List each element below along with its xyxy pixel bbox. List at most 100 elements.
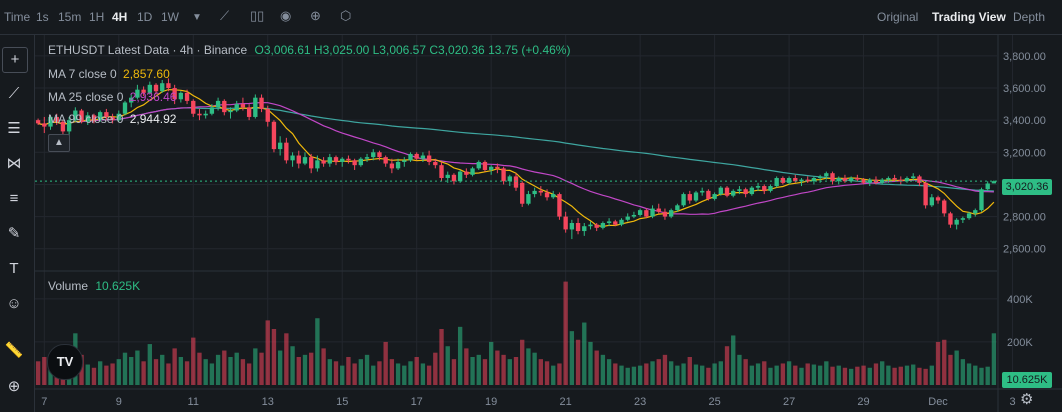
indicator-chart-icon[interactable]: ⟋ [220,8,230,23]
candle-body [346,158,351,161]
candle-body [662,211,668,217]
candle-body [755,186,761,188]
volume-bar [731,335,736,385]
candle-body [594,224,599,228]
trendline-icon[interactable]: ⟋ [8,85,20,102]
candle-body [786,178,792,183]
volume-bar [979,367,984,385]
candle-body [135,89,140,98]
candle-body [569,223,575,230]
candle-body [116,113,121,121]
ma25-line [37,101,994,215]
add-indicator-icon[interactable]: ⊕ [310,8,321,23]
settings-hex-icon[interactable]: ⬡ [340,8,352,23]
volume-bar [395,363,401,385]
candle-body [973,210,978,214]
time-tick-label: 9 [116,396,122,408]
emoji-icon[interactable]: ☺ [6,295,22,312]
candle-body [911,176,916,179]
interval-15m[interactable]: 15m [58,10,82,24]
volume-bar [904,365,910,385]
volume-bar [588,341,593,385]
candle-body [582,226,587,232]
time-tick-label: 13 [262,396,274,408]
volume-bar [668,361,674,385]
volume-bar [594,350,599,385]
interval-dropdown-icon[interactable]: ▼ [192,12,202,23]
candle-body [85,115,90,122]
candle-body [600,223,606,228]
volume-bar [929,365,935,385]
time-tick-label: 23 [634,396,646,408]
volume-bar [563,281,568,385]
candle-body [383,157,388,164]
candle-body [296,155,301,164]
gear-icon[interactable]: ⚙ [1020,391,1034,408]
volume-bar [507,359,512,385]
candle-body [265,108,270,122]
volume-bar [985,366,990,385]
interval-1h[interactable]: 1H [89,10,105,24]
candle-body [48,116,53,127]
volume-bar [569,331,575,385]
volume-bar [551,365,556,385]
crosshair-icon[interactable]: + [2,47,28,73]
candle-body [60,121,66,132]
time-tick-label: 25 [708,396,720,408]
volume-bar [451,359,457,385]
volume-bar [271,329,277,385]
fib-icon[interactable]: ≡ [9,190,19,207]
volume-bar [439,329,444,385]
candle-body [991,181,997,184]
candle-body [402,160,407,162]
volume-bar [811,364,817,385]
volume-bar [780,363,786,385]
candle-body [811,178,817,182]
price-tick-label: 2,600.00 [1003,244,1046,256]
interval-1w[interactable]: 1W [161,10,179,24]
view-depth[interactable]: Depth [1013,10,1046,24]
candle-body [476,161,481,169]
collapse-legend-button[interactable]: ▲ [48,134,70,152]
volume-bar [762,361,767,385]
volume-bar [191,337,196,385]
volume-bar [315,318,320,385]
candle-body [184,92,190,101]
volume-bar [240,359,246,385]
volume-bar [371,365,376,385]
interval-1d[interactable]: 1D [137,10,153,24]
candle-type-icon[interactable]: ▯▯ [250,8,265,23]
interval-4h[interactable]: 4H [112,10,128,24]
volume-bar [817,365,823,385]
volume-bar [520,339,525,385]
volume-bar [650,361,655,385]
zoom-in-icon[interactable]: ⊕ [7,378,21,395]
camera-icon[interactable]: ◉ [280,8,292,23]
candle-body [923,182,928,206]
pattern-icon[interactable]: ⋈ [6,155,22,172]
candle-body [743,189,748,195]
view-original[interactable]: Original [877,10,919,24]
volume-bar [166,363,171,385]
volume-bar [42,357,47,385]
interval-1s[interactable]: 1s [36,10,49,24]
price-tick-label: 2,800.00 [1003,212,1046,224]
text-tool-icon[interactable]: T [9,260,19,277]
ma25-value: 2,936.46 [129,90,177,104]
time-tick-label: 29 [857,396,869,408]
volume-bar [892,367,897,385]
horizontal-lines-icon[interactable]: ☰ [7,120,21,137]
brush-icon[interactable]: ✎ [7,225,21,242]
price-chart[interactable]: 2,600.002,800.003,000.003,200.003,400.00… [35,35,1062,412]
candle-body [35,120,41,124]
candle-body [563,216,568,230]
volume-bar [898,366,903,385]
volume-bar [501,354,506,385]
volume-bar [923,368,928,385]
candle-body [544,192,550,198]
ruler-icon[interactable]: 📏 [4,342,24,359]
candle-body [842,178,848,182]
view-trading-view[interactable]: Trading View [932,10,1006,24]
candle-body [42,123,47,127]
volume-bar [79,354,84,385]
